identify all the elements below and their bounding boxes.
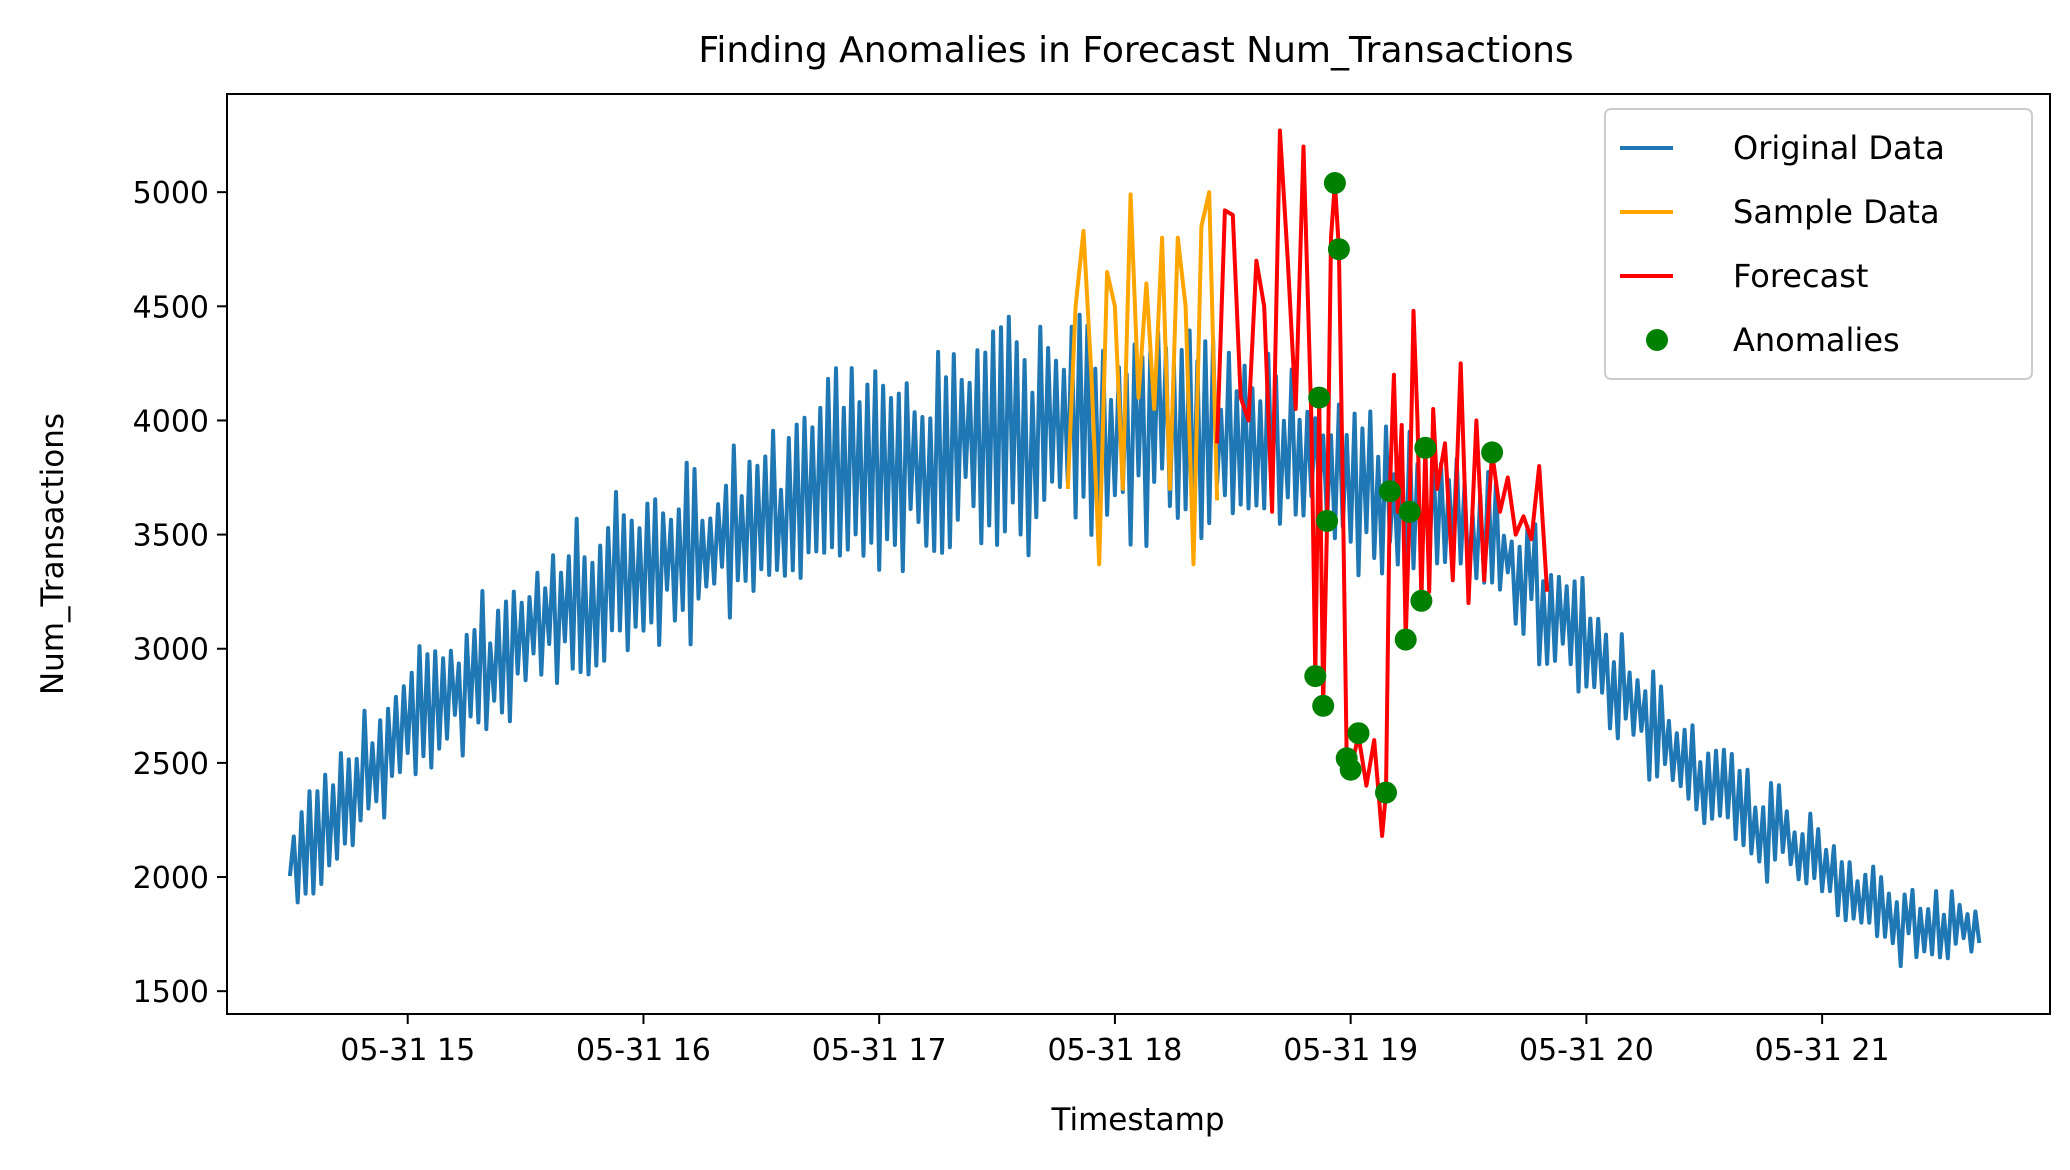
legend-label-sample: Sample Data <box>1733 193 1940 231</box>
series-anomalies <box>1304 172 1504 804</box>
x-tick-label: 05-31 21 <box>1755 1033 1890 1068</box>
anomaly-point <box>1414 436 1437 459</box>
x-tick-label: 05-31 15 <box>340 1033 475 1068</box>
legend-swatch-anomalies <box>1646 329 1668 351</box>
y-tick-label: 3500 <box>133 519 209 554</box>
legend-label-original: Original Data <box>1733 129 1945 167</box>
plot-frame <box>226 93 2051 1015</box>
y-tick-label: 4000 <box>133 404 209 439</box>
anomaly-point <box>1394 628 1417 651</box>
anomaly-point <box>1378 480 1401 503</box>
anomaly-point <box>1323 172 1346 194</box>
anomaly-point <box>1481 441 1504 464</box>
y-tick-label: 4500 <box>133 290 209 325</box>
anomaly-point <box>1347 722 1370 745</box>
y-tick-label: 2500 <box>133 747 209 782</box>
x-tick-label: 05-31 20 <box>1519 1033 1654 1068</box>
x-axis-label: Timestamp <box>1050 1102 1224 1138</box>
sample-data-line <box>1065 190 1220 567</box>
x-tick-label: 05-31 18 <box>1047 1033 1182 1068</box>
legend-label-forecast: Forecast <box>1733 257 1868 295</box>
anomaly-point <box>1308 386 1331 409</box>
anomaly-point <box>1375 781 1397 804</box>
y-tick-label: 3000 <box>133 633 209 668</box>
x-tick-label: 05-31 16 <box>576 1033 711 1068</box>
y-tick-label: 2000 <box>133 861 209 896</box>
y-axis-label: Num_Transactions <box>35 413 71 695</box>
anomaly-point <box>1327 238 1350 261</box>
anomaly-point <box>1410 589 1433 612</box>
legend: Original Data Sample Data Forecast Anoma… <box>1604 108 2033 380</box>
anomaly-point <box>1398 500 1421 523</box>
chart-title: Finding Anomalies in Forecast Num_Transa… <box>698 30 1573 71</box>
y-axis: 1500 2000 2500 3000 3500 4000 4500 5000 <box>133 176 227 1010</box>
x-axis: 05-31 15 05-31 16 05-31 17 05-31 18 05-31 19… <box>340 1014 1890 1068</box>
legend-label-anomalies: Anomalies <box>1733 321 1900 359</box>
plot-area <box>287 128 1982 969</box>
y-tick-label: 5000 <box>133 176 209 211</box>
series-sample-data <box>1065 190 1220 567</box>
x-tick-label: 05-31 19 <box>1283 1033 1418 1068</box>
anomaly-point <box>1312 694 1335 717</box>
y-tick-label: 1500 <box>133 975 209 1010</box>
x-tick-label: 05-31 17 <box>812 1033 947 1068</box>
anomaly-point <box>1316 509 1339 532</box>
anomaly-point <box>1339 758 1362 781</box>
anomaly-point <box>1304 665 1327 688</box>
legend-box <box>1604 108 2033 380</box>
